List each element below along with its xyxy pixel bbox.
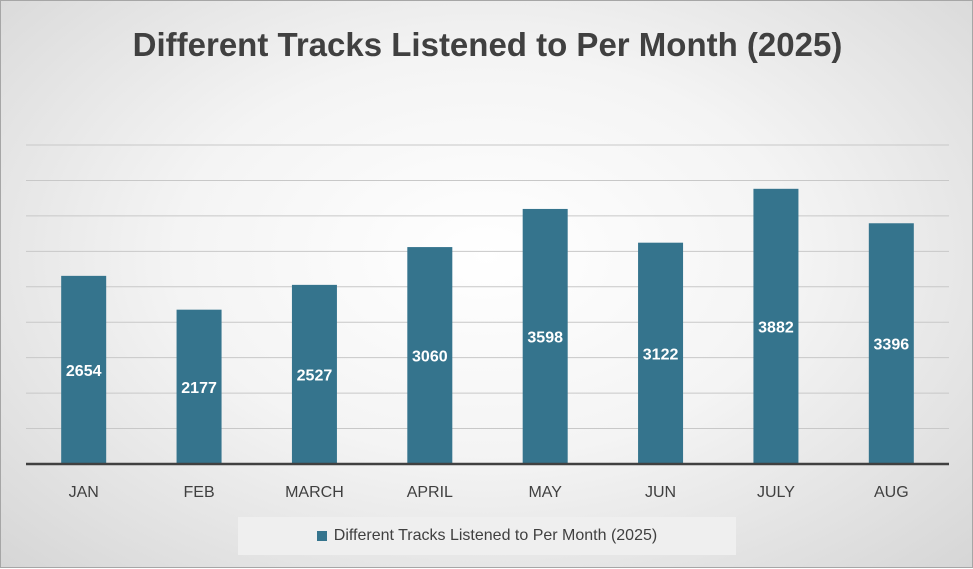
x-tick-label: JULY bbox=[757, 484, 795, 501]
x-tick-label: AUG bbox=[874, 484, 909, 501]
data-label: 3060 bbox=[412, 349, 448, 366]
bar bbox=[753, 188, 799, 464]
bar bbox=[407, 247, 453, 464]
x-tick-label: MAY bbox=[528, 484, 562, 501]
bar bbox=[638, 242, 684, 464]
data-label: 3882 bbox=[758, 319, 794, 336]
bar bbox=[868, 223, 914, 464]
data-label: 3396 bbox=[874, 337, 910, 354]
legend: Different Tracks Listened to Per Month (… bbox=[238, 517, 736, 555]
x-tick-label: JUN bbox=[645, 484, 676, 501]
bar bbox=[291, 284, 337, 464]
x-tick-label: APRIL bbox=[407, 484, 453, 501]
bar bbox=[522, 208, 568, 464]
chart-title: Different Tracks Listened to Per Month (… bbox=[132, 26, 843, 63]
bar bbox=[61, 275, 107, 464]
x-tick-label: MARCH bbox=[285, 484, 344, 501]
x-tick-label: JAN bbox=[69, 484, 99, 501]
bar bbox=[176, 309, 222, 464]
legend-swatch bbox=[316, 531, 327, 541]
data-label: 3122 bbox=[643, 346, 679, 363]
x-tick-label: FEB bbox=[184, 484, 215, 501]
data-label: 2654 bbox=[66, 363, 102, 380]
data-label: 2527 bbox=[297, 367, 333, 384]
legend-label: Different Tracks Listened to Per Month (… bbox=[333, 527, 658, 544]
data-label: 2177 bbox=[181, 380, 217, 397]
data-label: 3598 bbox=[527, 329, 563, 346]
